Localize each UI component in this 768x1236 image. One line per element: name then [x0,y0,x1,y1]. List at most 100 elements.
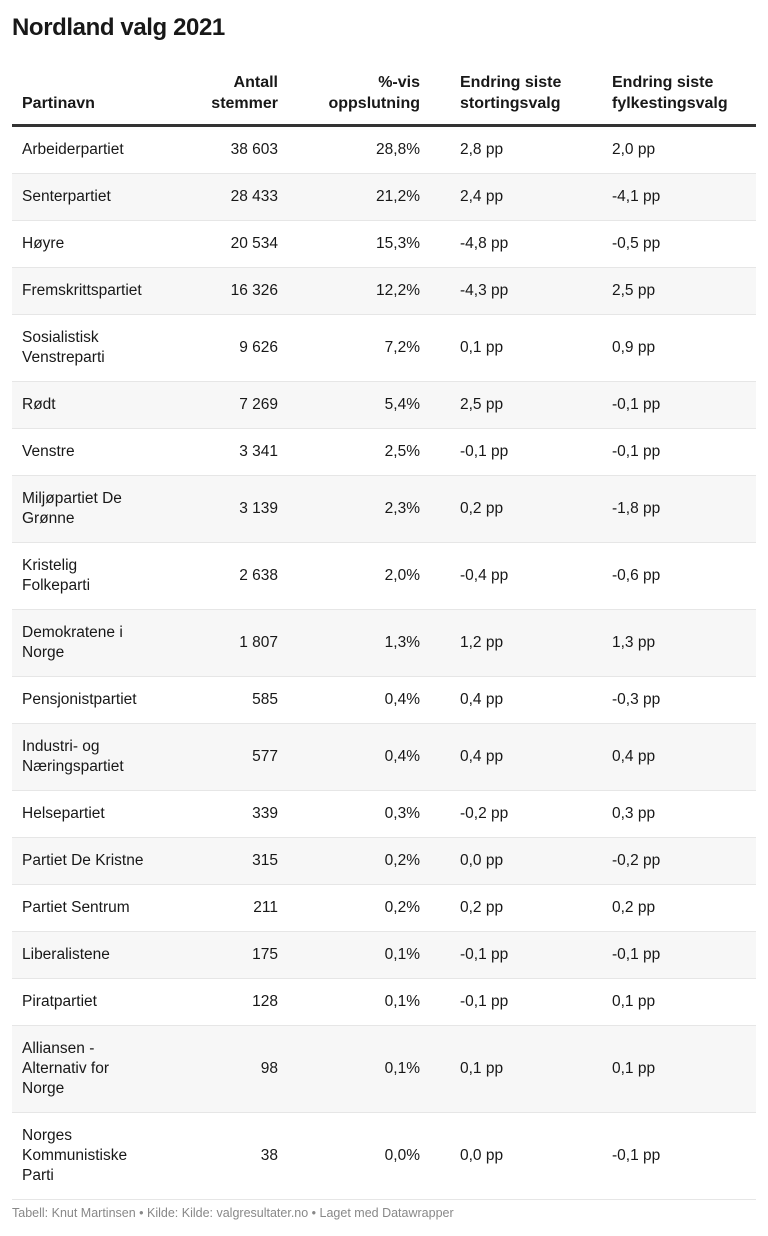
vote-count-cell: 211 [180,884,290,932]
party-name-cell: Piratpartiet [12,978,180,1026]
change-storting-cell: 0,1 pp [432,1025,592,1113]
header-row: Partinavn Antall stemmer %-vis oppslutni… [12,72,756,127]
table-row: Partiet De Kristne 315 0,2% 0,0 pp -0,2 pp [12,837,756,885]
party-name-cell: Venstre [12,428,180,476]
change-storting-cell: -0,2 pp [432,790,592,838]
table-row: Senterpartiet 28 433 21,2% 2,4 pp -4,1 pp [12,173,756,221]
change-fylkesting-cell: -0,5 pp [592,220,756,268]
column-header-endring-fylkestingsvalg[interactable]: Endring siste fylkestingsvalg [592,72,756,127]
vote-share-cell: 2,0% [290,542,432,610]
table-row: Venstre 3 341 2,5% -0,1 pp -0,1 pp [12,428,756,476]
change-storting-cell: 0,0 pp [432,837,592,885]
table-row: Rødt 7 269 5,4% 2,5 pp -0,1 pp [12,381,756,429]
change-fylkesting-cell: -1,8 pp [592,475,756,543]
table-row: Høyre 20 534 15,3% -4,8 pp -0,5 pp [12,220,756,268]
vote-count-cell: 2 638 [180,542,290,610]
party-name-cell: Fremskrittspartiet [12,267,180,315]
change-storting-cell: 1,2 pp [432,609,592,677]
change-fylkesting-cell: -0,1 pp [592,931,756,979]
column-header-endring-stortingsvalg[interactable]: Endring siste stortingsvalg [432,72,592,127]
table-row: Partiet Sentrum 211 0,2% 0,2 pp 0,2 pp [12,884,756,932]
party-name-cell: Pensjonistpartiet [12,676,180,724]
vote-share-cell: 2,3% [290,475,432,543]
footer-credits: Tabell: Knut Martinsen • Kilde: Kilde: v… [12,1206,454,1220]
party-name-cell: Miljøpartiet De Grønne [12,475,180,543]
change-fylkesting-cell: 2,0 pp [592,125,756,174]
party-name-cell: Høyre [12,220,180,268]
party-name-cell: Kristelig Folkeparti [12,542,180,610]
column-header-antall-stemmer[interactable]: Antall stemmer [180,72,290,127]
vote-count-cell: 585 [180,676,290,724]
party-name-cell: Liberalistene [12,931,180,979]
party-name-cell: Arbeiderpartiet [12,125,180,174]
change-storting-cell: 0,4 pp [432,676,592,724]
vote-share-cell: 0,0% [290,1112,432,1200]
table-row: Liberalistene 175 0,1% -0,1 pp -0,1 pp [12,931,756,979]
vote-share-cell: 0,1% [290,1025,432,1113]
change-fylkesting-cell: 0,1 pp [592,1025,756,1113]
party-name-cell: Senterpartiet [12,173,180,221]
change-storting-cell: 0,4 pp [432,723,592,791]
column-header-oppslutning[interactable]: %-vis oppslutning [290,72,432,127]
vote-share-cell: 0,1% [290,978,432,1026]
party-name-cell: Alliansen - Alternativ for Norge [12,1025,180,1113]
vote-count-cell: 16 326 [180,267,290,315]
page-title: Nordland valg 2021 [12,14,225,41]
change-storting-cell: 2,5 pp [432,381,592,429]
vote-count-cell: 20 534 [180,220,290,268]
table-row: Arbeiderpartiet 38 603 28,8% 2,8 pp 2,0 pp [12,125,756,174]
change-fylkesting-cell: 1,3 pp [592,609,756,677]
vote-count-cell: 38 603 [180,125,290,174]
vote-count-cell: 28 433 [180,173,290,221]
change-storting-cell: -4,3 pp [432,267,592,315]
change-fylkesting-cell: 2,5 pp [592,267,756,315]
vote-count-cell: 128 [180,978,290,1026]
vote-share-cell: 5,4% [290,381,432,429]
vote-count-cell: 3 341 [180,428,290,476]
column-header-partinavn[interactable]: Partinavn [12,72,180,127]
vote-share-cell: 0,2% [290,837,432,885]
party-name-cell: Sosialistisk Venstreparti [12,314,180,382]
change-storting-cell: -0,4 pp [432,542,592,610]
change-storting-cell: -4,8 pp [432,220,592,268]
vote-count-cell: 577 [180,723,290,791]
vote-share-cell: 15,3% [290,220,432,268]
change-storting-cell: -0,1 pp [432,978,592,1026]
table-row: Alliansen - Alternativ for Norge 98 0,1% 0,… [12,1025,756,1113]
vote-share-cell: 0,2% [290,884,432,932]
vote-count-cell: 38 [180,1112,290,1200]
change-fylkesting-cell: -0,2 pp [592,837,756,885]
change-fylkesting-cell: -0,1 pp [592,1112,756,1200]
change-fylkesting-cell: -0,1 pp [592,381,756,429]
vote-count-cell: 3 139 [180,475,290,543]
party-name-cell: Partiet Sentrum [12,884,180,932]
change-storting-cell: 0,0 pp [432,1112,592,1200]
change-fylkesting-cell: -4,1 pp [592,173,756,221]
vote-share-cell: 28,8% [290,125,432,174]
vote-count-cell: 339 [180,790,290,838]
table-row: Demokratene i Norge 1 807 1,3% 1,2 pp 1,3 pp [12,609,756,677]
change-storting-cell: 0,1 pp [432,314,592,382]
change-fylkesting-cell: -0,3 pp [592,676,756,724]
table-row: Piratpartiet 128 0,1% -0,1 pp 0,1 pp [12,978,756,1026]
party-name-cell: Industri- og Næringspartiet [12,723,180,791]
party-name-cell: Helsepartiet [12,790,180,838]
change-storting-cell: 2,8 pp [432,125,592,174]
vote-share-cell: 1,3% [290,609,432,677]
change-fylkesting-cell: 0,2 pp [592,884,756,932]
party-name-cell: Norges Kommunistiske Parti [12,1112,180,1200]
change-storting-cell: 0,2 pp [432,884,592,932]
table-row: Kristelig Folkeparti 2 638 2,0% -0,4 pp -0,6… [12,542,756,610]
vote-share-cell: 0,4% [290,723,432,791]
vote-share-cell: 2,5% [290,428,432,476]
vote-share-cell: 0,1% [290,931,432,979]
change-storting-cell: 2,4 pp [432,173,592,221]
vote-count-cell: 1 807 [180,609,290,677]
change-storting-cell: -0,1 pp [432,428,592,476]
change-fylkesting-cell: 0,9 pp [592,314,756,382]
table-row: Pensjonistpartiet 585 0,4% 0,4 pp -0,3 pp [12,676,756,724]
change-fylkesting-cell: -0,6 pp [592,542,756,610]
change-fylkesting-cell: -0,1 pp [592,428,756,476]
vote-count-cell: 175 [180,931,290,979]
change-fylkesting-cell: 0,3 pp [592,790,756,838]
